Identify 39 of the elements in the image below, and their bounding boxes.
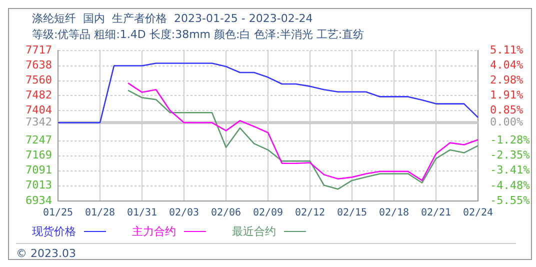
y-tick-label: 7247	[26, 134, 52, 147]
x-tick-label: 01/31	[126, 208, 158, 219]
y2-tick-label: -3.41%	[490, 164, 530, 177]
y-tick-label: 7560	[26, 74, 52, 87]
y2-tick-label: -1.28%	[490, 134, 530, 147]
chart-subtitle: 等级:优等品 粗细:1.4D 长度:38mm 颜色:白 色泽:半消光 工艺:直纺	[32, 27, 364, 42]
x-tick-label: 02/06	[210, 208, 242, 219]
x-tick-label: 02/12	[294, 208, 326, 219]
y-tick-label: 7717	[26, 43, 52, 56]
y2-tick-label: 4.04%	[490, 58, 524, 72]
y-tick-label: 7091	[26, 164, 52, 177]
x-tick-label: 02/09	[252, 208, 284, 219]
y2-tick-label: -2.35%	[490, 148, 530, 162]
x-tick-label: 02/18	[378, 208, 410, 219]
y-tick-label: 7013	[26, 178, 52, 192]
chart-title: 涤纶短纤 国内 生产者价格 2023-01-25 - 2023-02-24	[32, 11, 313, 26]
y-tick-label: 7342	[26, 115, 52, 128]
x-tick-label: 01/28	[84, 208, 116, 219]
y2-tick-label: -4.48%	[490, 178, 530, 192]
y2-tick-label: 2.98%	[490, 74, 524, 87]
y-tick-label: 7482	[26, 88, 52, 102]
x-tick-label: 02/24	[462, 208, 494, 219]
y-tick-label: 6934	[26, 194, 52, 207]
y2-tick-label: -5.55%	[490, 194, 530, 207]
text: © 2023.03	[16, 243, 516, 260]
y-tick-label: 7638	[26, 58, 52, 72]
y2-tick-label: 0.00%	[490, 116, 524, 129]
y2-tick-label: 0.85%	[490, 104, 524, 117]
x-tick-label: 02/21	[420, 208, 452, 219]
y2-tick-label: 1.91%	[490, 88, 524, 102]
x-tick-label: 02/03	[168, 208, 200, 219]
legend-label: 最近合约	[232, 225, 276, 238]
legend-label: 主力合约	[132, 225, 176, 238]
y2-tick-label: 5.11%	[490, 43, 524, 56]
y-tick-label: 7169	[26, 148, 52, 162]
legend-label: 现货价格	[32, 225, 76, 238]
y-tick-label: 7404	[26, 104, 52, 117]
x-tick-label: 02/15	[336, 208, 368, 219]
x-tick-label: 01/25	[42, 208, 74, 219]
